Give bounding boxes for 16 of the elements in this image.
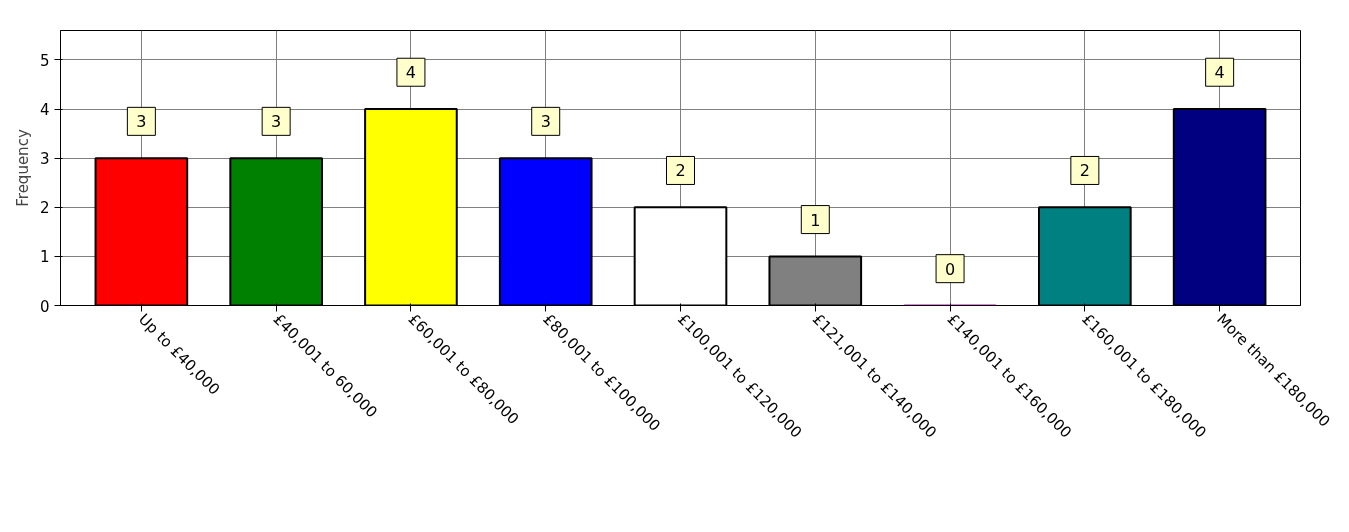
y-tick-label: 0 [39, 297, 50, 316]
data-label: 3 [540, 112, 551, 132]
data-label: 4 [1214, 63, 1225, 83]
data-label: 4 [405, 63, 417, 83]
y-tick-label: 3 [39, 150, 50, 169]
y-tick-label: 1 [39, 248, 50, 267]
y-tick-label: 4 [39, 101, 50, 120]
data-label: 0 [944, 259, 956, 279]
data-label: 2 [675, 161, 686, 181]
y-tick-label: 2 [39, 199, 50, 218]
y-axis-title: Frequency [13, 129, 32, 207]
data-label: 1 [810, 210, 821, 230]
data-label: 3 [136, 112, 147, 132]
y-tick-label: 5 [39, 51, 50, 70]
data-label: 2 [1079, 161, 1090, 181]
data-label: 3 [271, 112, 282, 132]
